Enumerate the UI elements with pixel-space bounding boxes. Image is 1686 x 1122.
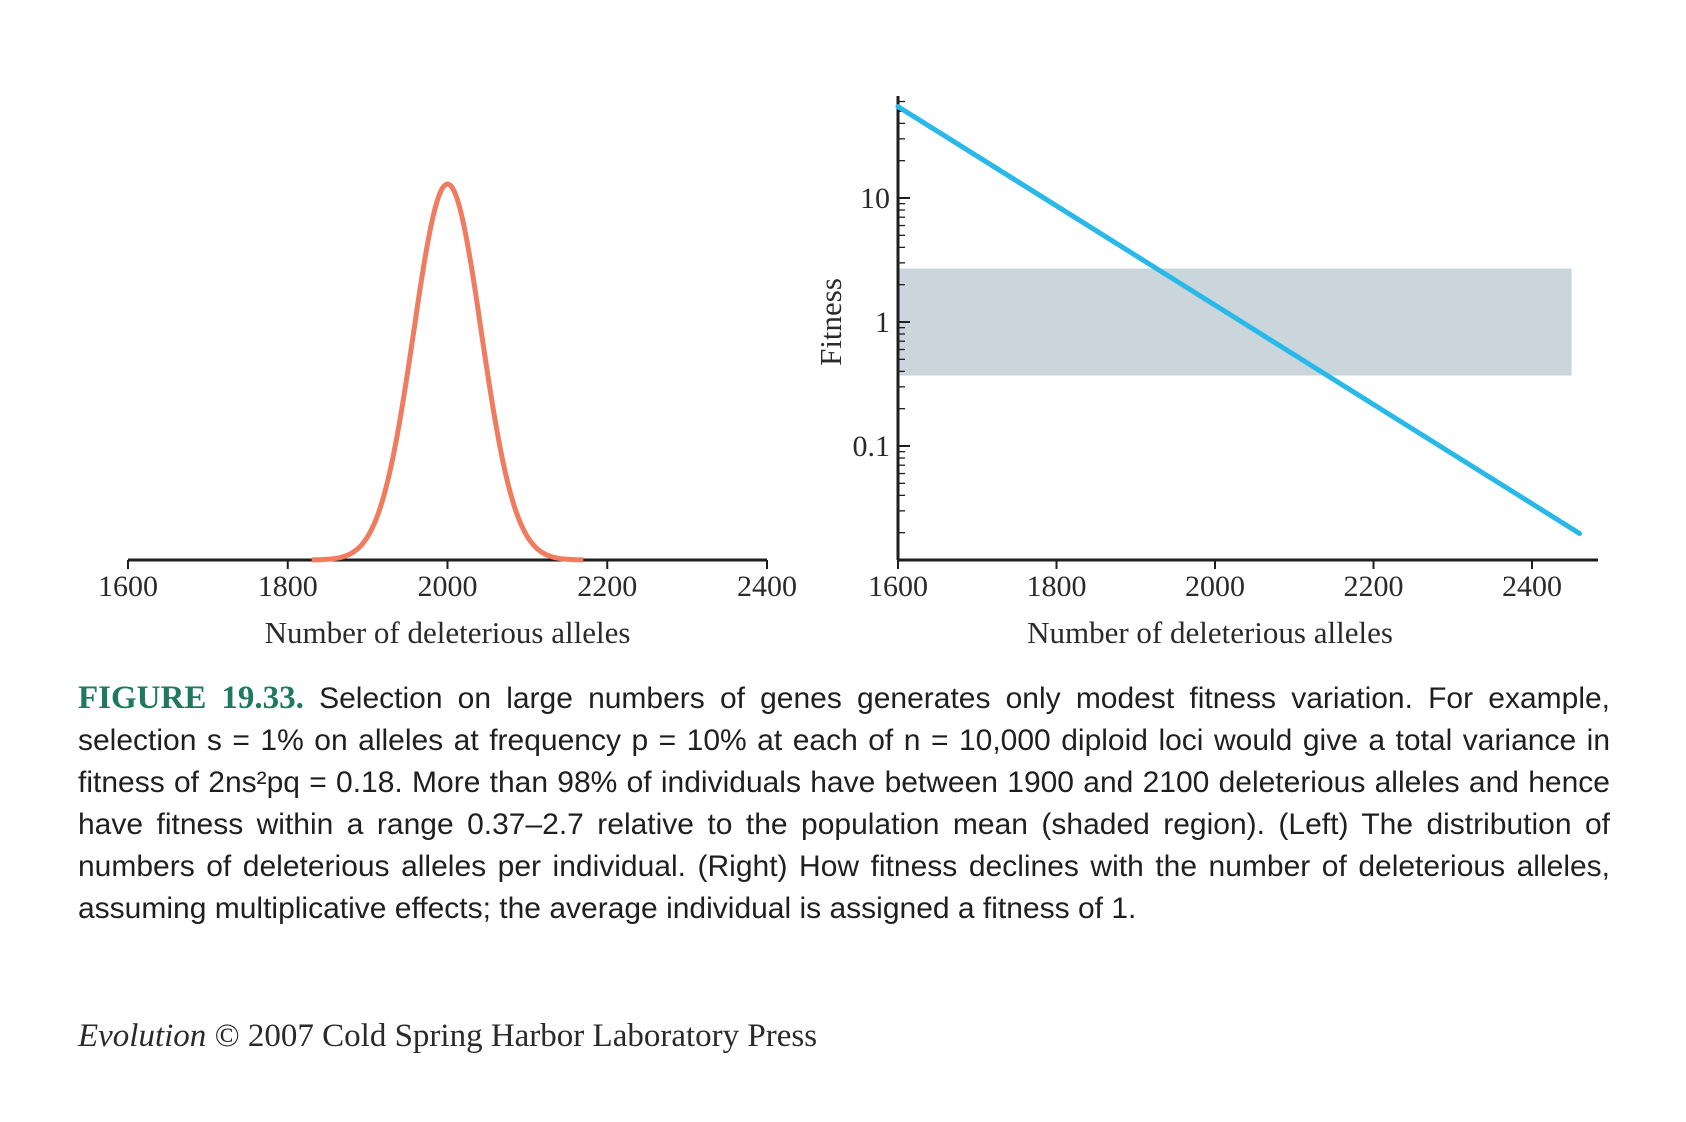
left-chart-distribution: 1600 1800 2000 2200 2400 Number of deleteriou… <box>98 181 797 650</box>
figure-panels: 1600 1800 2000 2200 2400 Number of deleteriou… <box>98 96 1598 650</box>
right-x-axis-label: Number of deleterious alleles <box>1027 615 1393 650</box>
right-x-tick-label: 2400 <box>1502 570 1562 603</box>
credit-book-title: Evolution <box>78 1018 207 1054</box>
fitness-line <box>895 104 1583 536</box>
right-chart-fitness: 0.1 1 10 1600 1800 2000 2200 2400 Number of dele… <box>813 96 1598 650</box>
left-x-tick-label: 2000 <box>418 570 478 603</box>
right-x-tick-label: 1800 <box>1027 570 1087 603</box>
right-y-tick-label: 0.1 <box>853 430 891 463</box>
left-x-tick-label: 2200 <box>577 570 637 603</box>
right-y-axis-label: Fitness <box>813 278 848 366</box>
figure-label: FIGURE 19.33. <box>78 680 304 716</box>
copyright-credit: Evolution © 2007 Cold Spring Harbor Labo… <box>78 1018 817 1055</box>
right-x-tick-label: 1600 <box>868 570 928 603</box>
left-x-tick-label: 1800 <box>258 570 318 603</box>
figure-caption: FIGURE 19.33. Selection on large numbers… <box>78 677 1610 930</box>
caption-text: Selection on large numbers of genes gene… <box>78 682 1610 925</box>
right-y-tick-label: 1 <box>875 306 890 339</box>
left-x-tick-label: 1600 <box>98 570 158 603</box>
right-x-tick-label: 2200 <box>1344 570 1404 603</box>
right-x-tick-label: 2000 <box>1185 570 1245 603</box>
credit-text: © 2007 Cold Spring Harbor Laboratory Pre… <box>206 1018 818 1054</box>
left-x-axis-label: Number of deleterious alleles <box>265 615 631 650</box>
shaded-region <box>898 268 1572 376</box>
left-x-tick-label: 2400 <box>737 570 797 603</box>
left-distribution-curve <box>310 181 585 563</box>
right-y-tick-label: 10 <box>860 182 890 215</box>
